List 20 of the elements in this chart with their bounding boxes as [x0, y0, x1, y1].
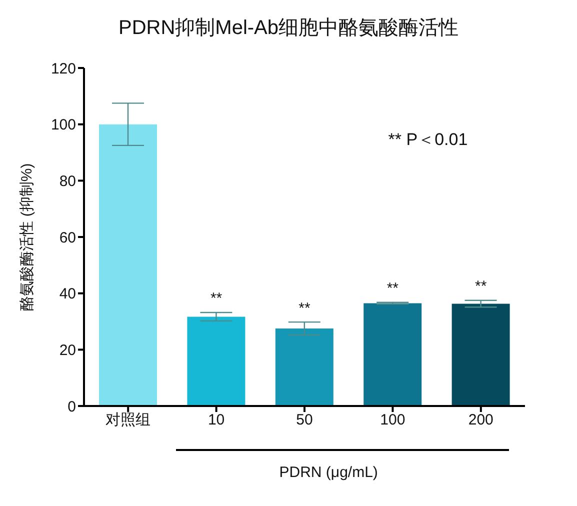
x-tick-label: 10 — [208, 412, 225, 429]
x-tick-label: 200 — [468, 412, 494, 429]
x-tick-label: 100 — [380, 412, 406, 429]
y-tick-label: 20 — [59, 342, 76, 359]
chart-title: PDRN抑制Mel-Ab细胞中酪氨酸酶活性 — [117, 16, 460, 41]
x-tick-label: 50 — [296, 412, 313, 429]
annotation: ** P＜0.01 — [388, 129, 468, 151]
y-tick-label: 100 — [50, 116, 76, 134]
y-tick-label: 40 — [59, 286, 76, 303]
y-tick-label: 0 — [68, 398, 76, 416]
y-tick-label: 120 — [50, 60, 76, 78]
annotation: ** — [386, 280, 400, 298]
annotation: ** — [298, 300, 312, 318]
y-tick-label: 80 — [59, 172, 76, 190]
annotation: ** — [474, 278, 488, 296]
annotation: ** — [209, 290, 224, 308]
y-axis-title: 酪氨酸酶活性 (抑制%) — [18, 163, 36, 311]
x-axis-title: PDRN (μg/mL) — [279, 464, 378, 481]
y-tick-label: 60 — [59, 229, 76, 246]
x-tick-label: 对照组 — [106, 412, 151, 429]
